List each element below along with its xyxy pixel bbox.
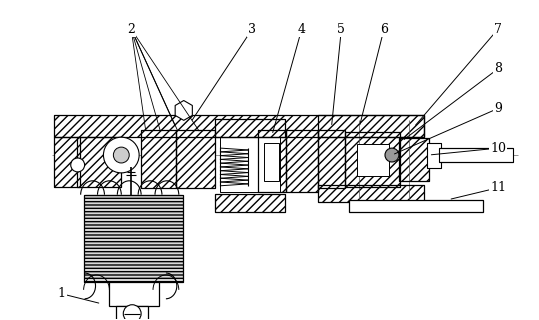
Bar: [317, 130, 345, 188]
Bar: [220, 137, 280, 192]
Bar: [317, 185, 424, 202]
Bar: [439, 148, 513, 162]
Bar: [258, 130, 286, 192]
Text: 6: 6: [380, 23, 388, 36]
Circle shape: [123, 305, 141, 320]
Bar: [399, 138, 429, 181]
Bar: [116, 306, 148, 320]
Bar: [216, 194, 285, 212]
Bar: [357, 144, 389, 176]
Text: 9: 9: [494, 102, 502, 115]
Polygon shape: [175, 100, 192, 120]
Text: 2: 2: [127, 23, 135, 36]
Text: 3: 3: [248, 23, 256, 36]
Circle shape: [103, 137, 139, 173]
Text: 2: 2: [127, 23, 135, 36]
Bar: [54, 137, 80, 187]
Text: 10: 10: [490, 142, 506, 155]
Bar: [216, 194, 285, 212]
Bar: [216, 119, 285, 137]
Bar: [84, 195, 183, 282]
Bar: [317, 116, 424, 137]
Text: 11: 11: [490, 181, 506, 194]
Bar: [216, 119, 285, 137]
Bar: [176, 130, 216, 188]
Text: 1: 1: [58, 287, 66, 300]
Circle shape: [385, 148, 399, 162]
Bar: [345, 132, 400, 187]
Bar: [77, 137, 121, 187]
Bar: [349, 200, 483, 212]
Bar: [141, 130, 176, 188]
Bar: [176, 130, 216, 188]
Bar: [317, 130, 345, 188]
Bar: [141, 130, 176, 188]
Bar: [427, 143, 440, 168]
Text: 8: 8: [494, 62, 502, 75]
Bar: [84, 195, 183, 282]
Text: 4: 4: [298, 23, 306, 36]
Bar: [317, 116, 424, 137]
Bar: [54, 137, 80, 187]
Bar: [349, 200, 483, 212]
Bar: [264, 143, 279, 181]
Bar: [54, 116, 424, 137]
Bar: [345, 132, 400, 187]
Text: 5: 5: [337, 23, 345, 36]
Circle shape: [113, 147, 129, 163]
Bar: [427, 143, 440, 168]
Circle shape: [71, 158, 85, 172]
Bar: [77, 137, 121, 187]
Bar: [399, 138, 429, 181]
Bar: [109, 282, 159, 306]
Text: 7: 7: [494, 23, 502, 36]
Bar: [54, 116, 424, 137]
Bar: [317, 185, 424, 202]
Bar: [258, 130, 286, 192]
Bar: [286, 130, 317, 192]
Bar: [286, 130, 317, 192]
